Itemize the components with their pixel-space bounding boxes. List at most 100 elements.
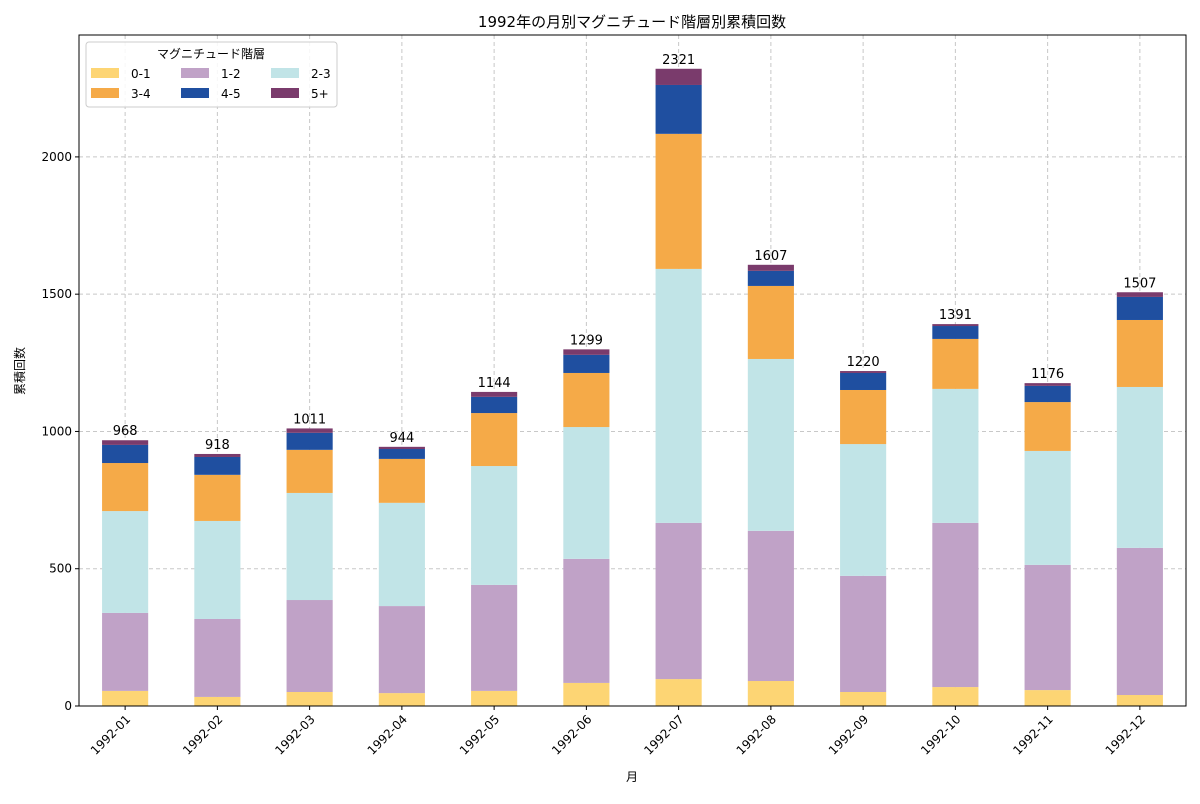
x-tick-label: 1992-04 <box>365 712 410 757</box>
bar-segment-4-5 <box>563 354 610 373</box>
x-tick-label: 1992-02 <box>180 712 225 757</box>
grid <box>79 35 1186 707</box>
total-label: 1607 <box>754 249 787 264</box>
bar-segment-1-2 <box>932 522 979 688</box>
bar-segment-2-3 <box>286 492 333 601</box>
bar-segment-3-4 <box>840 389 887 445</box>
bar-segment-2-3 <box>378 502 425 607</box>
legend-label: 4-5 <box>221 87 241 101</box>
bars <box>102 68 1163 706</box>
bar-segment-5+ <box>1024 383 1071 386</box>
bar-segment-1-2 <box>378 606 425 694</box>
bar-segment-0-1 <box>194 696 241 706</box>
total-label: 1176 <box>1031 367 1064 382</box>
legend-label: 3-4 <box>131 87 151 101</box>
bar-segment-1-2 <box>1116 547 1163 696</box>
bar-segment-3-4 <box>747 285 794 359</box>
total-label: 918 <box>205 438 230 453</box>
legend-title: マグニチュード階層 <box>157 46 265 61</box>
bar-segment-0-1 <box>840 691 887 706</box>
y-tick-label: 1000 <box>41 424 72 438</box>
bar-segment-0-1 <box>378 693 425 706</box>
bar-segment-3-4 <box>471 413 518 467</box>
bar-segment-5+ <box>102 440 149 445</box>
bar-segment-2-3 <box>655 268 702 523</box>
legend-swatch <box>271 68 299 78</box>
bar-segment-3-4 <box>102 463 149 512</box>
bar-segment-3-4 <box>1024 402 1071 451</box>
total-label: 1391 <box>939 308 972 323</box>
bar-segment-4-5 <box>1116 296 1163 320</box>
bar-segment-4-5 <box>932 326 979 339</box>
legend-label: 5+ <box>311 87 329 101</box>
bar-segment-3-4 <box>932 338 979 389</box>
legend-label: 2-3 <box>311 67 331 81</box>
bar-segment-1-2 <box>655 522 702 680</box>
total-label: 968 <box>113 424 138 439</box>
bar-segment-4-5 <box>286 432 333 450</box>
bar-segment-2-3 <box>747 358 794 531</box>
bar-segment-2-3 <box>194 520 241 619</box>
total-label: 1011 <box>293 412 326 427</box>
legend: マグニチュード階層 0-1 1-2 2-3 3-4 4-5 5+ <box>85 41 338 108</box>
x-tick-label: 1992-01 <box>88 712 133 757</box>
bar-segment-3-4 <box>378 458 425 503</box>
bar-segment-1-2 <box>102 612 149 691</box>
bar-segment-2-3 <box>563 427 610 559</box>
bar-segment-5+ <box>286 428 333 433</box>
x-tick-label: 1992-09 <box>826 712 871 757</box>
bar-segment-0-1 <box>286 691 333 706</box>
bar-segment-4-5 <box>102 444 149 464</box>
total-label: 1144 <box>478 376 511 391</box>
x-tick-label: 1992-12 <box>1103 712 1148 757</box>
bar-segment-1-2 <box>286 600 333 692</box>
bar-segment-5+ <box>655 68 702 85</box>
bar-segment-0-1 <box>932 687 979 706</box>
total-label: 1299 <box>570 333 603 348</box>
bar-segment-0-1 <box>563 682 610 706</box>
bar-segment-2-3 <box>1024 450 1071 565</box>
total-label: 1220 <box>847 355 880 370</box>
x-tick-label: 1992-06 <box>549 712 594 757</box>
bar-segment-3-4 <box>655 133 702 269</box>
bar-segment-2-3 <box>471 466 518 585</box>
bar-segment-4-5 <box>747 270 794 286</box>
bar-segment-2-3 <box>840 444 887 576</box>
bar-segment-4-5 <box>840 372 887 390</box>
bar-segment-0-1 <box>1116 695 1163 706</box>
y-tick-label: 0 <box>64 699 72 713</box>
y-tick-label: 500 <box>49 562 72 576</box>
bar-segment-3-4 <box>563 372 610 428</box>
bar-segment-1-2 <box>840 575 887 692</box>
bar-segment-2-3 <box>1116 386 1163 548</box>
bar-segment-0-1 <box>471 690 518 706</box>
legend-swatch <box>181 88 209 98</box>
total-label: 2321 <box>662 53 695 68</box>
total-label: 944 <box>389 431 414 446</box>
x-tick-label: 1992-10 <box>918 712 963 757</box>
bar-segment-1-2 <box>471 584 518 691</box>
x-tick-label: 1992-05 <box>457 712 502 757</box>
bar-segment-2-3 <box>102 511 149 613</box>
bar-segment-5+ <box>471 391 518 397</box>
bar-segment-0-1 <box>655 679 702 706</box>
bar-segment-4-5 <box>1024 385 1071 403</box>
bar-segment-2-3 <box>932 388 979 523</box>
bar-segment-0-1 <box>102 690 149 706</box>
bar-segment-3-4 <box>1116 319 1163 387</box>
bar-segment-5+ <box>840 371 887 373</box>
x-tick-label: 1992-08 <box>734 712 779 757</box>
legend-swatch <box>271 88 299 98</box>
bar-segment-0-1 <box>1024 690 1071 706</box>
bar-segment-3-4 <box>194 474 241 521</box>
bar-segment-5+ <box>747 264 794 271</box>
total-labels: 968 918 1011 944 1144 1299 2321 1607 1220 1391 117… <box>113 53 1157 453</box>
bar-segment-1-2 <box>563 558 610 683</box>
bar-segment-1-2 <box>747 530 794 682</box>
y-axis-label: 累積回数 <box>12 347 27 395</box>
bar-segment-3-4 <box>286 449 333 493</box>
legend-label: 0-1 <box>131 67 151 81</box>
legend-swatch <box>91 88 119 98</box>
bar-segment-5+ <box>194 453 241 457</box>
